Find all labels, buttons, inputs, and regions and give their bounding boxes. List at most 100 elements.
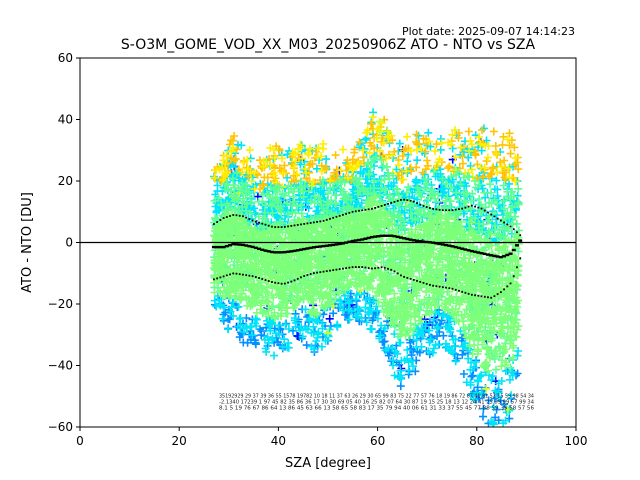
sigma-point (225, 274, 228, 277)
chart-title: S-O3M_GOME_VOD_XX_M03_20250906Z ATO - NT… (121, 37, 536, 53)
sigma-point (445, 209, 447, 212)
sigma-point (429, 207, 431, 209)
sigma-point (345, 267, 348, 270)
sigma-point (280, 226, 283, 229)
y-tick-label: −40 (48, 359, 73, 373)
mean-point (340, 242, 345, 245)
sigma-point (293, 224, 296, 227)
sigma-point (216, 277, 219, 280)
sigma-point (429, 283, 431, 286)
sigma-point (271, 281, 273, 283)
sigma-point (458, 289, 460, 292)
sigma-point (519, 234, 522, 237)
mean-point (463, 248, 468, 251)
sigma-point (329, 217, 331, 220)
sigma-point (361, 266, 364, 268)
sigma-point (503, 221, 505, 224)
mean-point (247, 244, 252, 248)
sigma-point (406, 276, 409, 279)
mean-point (334, 243, 339, 246)
sigma-point (396, 200, 399, 202)
sigma-point (216, 221, 219, 223)
mean-point (253, 246, 258, 250)
sigma-point (412, 278, 415, 281)
mean-point (469, 249, 474, 253)
sigma-point (419, 203, 422, 206)
mean-point (431, 241, 436, 244)
sigma-point (374, 207, 377, 209)
mean-point (286, 250, 291, 253)
mean-point (473, 250, 478, 254)
x-axis: 0 20 40 60 80 100 (76, 427, 587, 448)
sigma-point (229, 273, 231, 276)
mean-point (369, 235, 374, 239)
y-tick-label: −60 (48, 420, 73, 434)
sigma-point (512, 228, 515, 231)
mean-point (485, 253, 490, 256)
x-tick-label: 80 (469, 434, 484, 448)
sigma-point (374, 267, 377, 270)
mean-point (357, 238, 361, 242)
sigma-point (335, 268, 338, 271)
mean-point (518, 239, 523, 242)
sigma-point (312, 221, 315, 224)
sigma-point (409, 277, 412, 280)
sigma-point (441, 209, 444, 212)
sigma-point (296, 223, 299, 226)
sigma-point (406, 199, 409, 202)
mean-point (424, 240, 429, 244)
mean-point (305, 247, 310, 250)
series-mean-sigma (213, 198, 522, 237)
sigma-point (448, 287, 451, 290)
mean-point (427, 241, 432, 244)
scatter-marker-group (210, 113, 520, 193)
x-tick-label: 100 (565, 434, 588, 448)
mean-point (315, 245, 320, 249)
sigma-point (254, 276, 257, 278)
mean-point (366, 236, 371, 240)
mean-point (421, 240, 426, 243)
sigma-point (261, 222, 264, 225)
sigma-point (506, 223, 509, 226)
series-mean-sigma (213, 257, 522, 299)
mean-point (321, 244, 326, 248)
sigma-point (454, 208, 457, 211)
sigma-point (370, 207, 373, 210)
sigma-point (277, 226, 280, 229)
mean-point (402, 237, 407, 240)
sigma-point (364, 266, 367, 269)
mean-point (211, 245, 216, 249)
scatter-points (209, 108, 523, 427)
series-mean (211, 234, 523, 259)
y-tick-label: −20 (48, 297, 73, 311)
sigma-point (264, 279, 267, 281)
mean-point (456, 246, 461, 250)
x-tick-label: 0 (76, 434, 84, 448)
x-axis-label: SZA [degree] (285, 456, 371, 471)
sigma-point (354, 266, 357, 268)
mean-point (311, 246, 316, 249)
y-tick-label: 40 (58, 113, 73, 127)
mean-point (215, 245, 220, 249)
sigma-point (393, 270, 396, 273)
plot-date: Plot date: 2025-09-07 14:14:23 (402, 25, 575, 38)
mean-point (479, 252, 484, 255)
sigma-point (319, 271, 322, 274)
mean-point (221, 245, 226, 249)
mean-point (489, 254, 494, 257)
mean-point (476, 251, 481, 254)
sigma-point (251, 219, 254, 222)
stat-annotations: 35192929 29 37 39 36 55 1578 19782 10 18… (219, 393, 534, 411)
y-axis-label: ATO - NTO [DU] (20, 192, 35, 293)
sigma-point (432, 284, 435, 287)
sigma-point (487, 296, 489, 299)
sigma-point (222, 275, 225, 278)
mean-point (508, 252, 513, 255)
sigma-point (306, 222, 309, 225)
y-tick-label: 20 (58, 174, 73, 188)
sigma-point (267, 224, 270, 227)
sigma-point (245, 274, 248, 277)
sigma-point (380, 266, 383, 269)
sigma-point (435, 208, 438, 211)
sigma-point (242, 273, 244, 276)
